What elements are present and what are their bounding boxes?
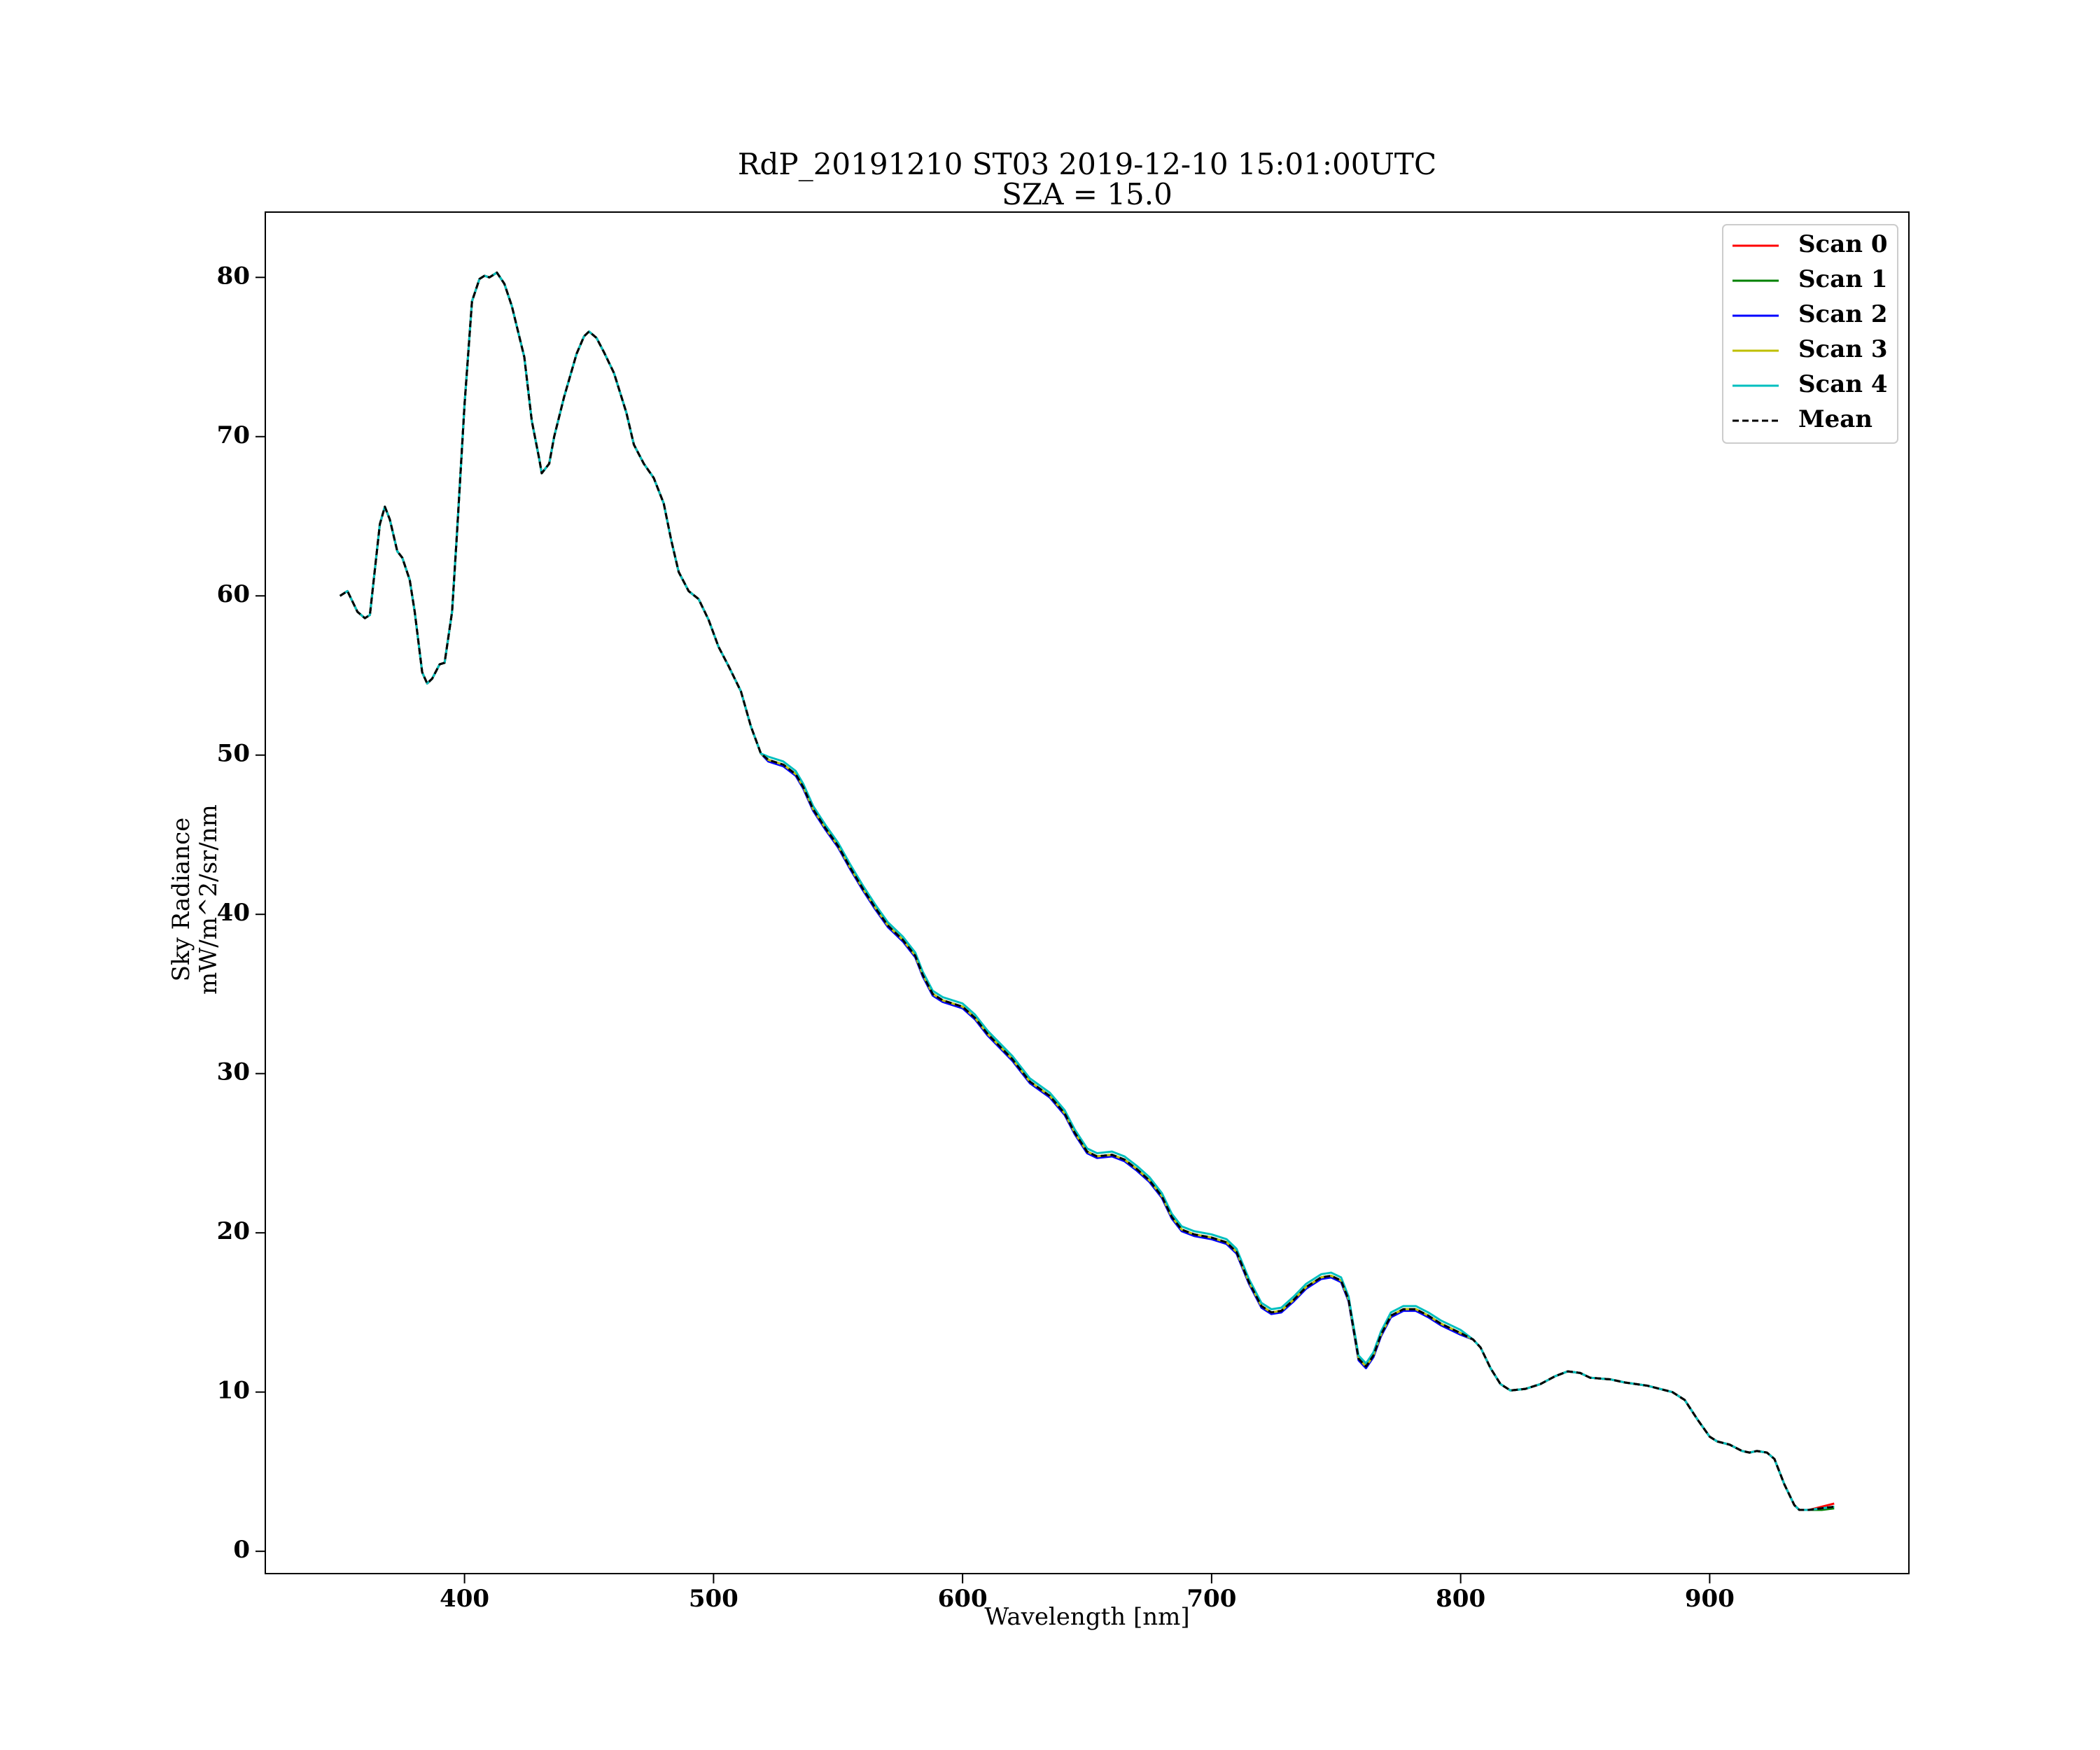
y-tick-label: 0 <box>233 1536 250 1564</box>
series-line <box>339 271 1835 1511</box>
legend-label: Scan 1 <box>1798 265 1888 293</box>
x-tick-label: 900 <box>1685 1585 1735 1613</box>
y-tick-label: 20 <box>217 1217 250 1245</box>
chart-title: RdP_20191210 ST03 2019-12-10 15:01:00UTC <box>738 147 1436 181</box>
legend-label: Scan 4 <box>1798 370 1888 398</box>
y-axis-label: mW/m^2/sr/nm <box>195 804 223 995</box>
x-tick-label: 800 <box>1436 1585 1485 1613</box>
x-tick-label: 600 <box>938 1585 988 1613</box>
legend-box <box>1722 224 1898 444</box>
x-tick-label: 500 <box>689 1585 738 1613</box>
y-tick-label: 70 <box>217 421 250 449</box>
legend-label: Scan 0 <box>1798 230 1888 258</box>
x-axis-label: Wavelength [nm] <box>984 1603 1189 1631</box>
y-tick-label: 50 <box>217 740 250 768</box>
y-tick-label: 10 <box>217 1377 250 1405</box>
x-tick-label: 700 <box>1186 1585 1236 1613</box>
y-tick-label: 30 <box>217 1058 250 1086</box>
legend-label: Mean <box>1798 405 1872 433</box>
y-tick-label: 60 <box>217 580 250 608</box>
legend-label: Scan 3 <box>1798 335 1888 363</box>
chart-subtitle: SZA = 15.0 <box>1002 177 1172 211</box>
y-tick-label: 80 <box>217 262 250 290</box>
y-axis-label: Sky Radiance <box>167 818 195 982</box>
legend-label: Scan 2 <box>1798 300 1888 328</box>
legend: Scan 0 Scan 1 Scan 2 Scan 3 Scan 4 Mean <box>1722 224 1898 444</box>
x-tick-label: 400 <box>440 1585 489 1613</box>
plot-frame <box>265 211 1910 1574</box>
y-tick-label: 40 <box>217 899 250 927</box>
